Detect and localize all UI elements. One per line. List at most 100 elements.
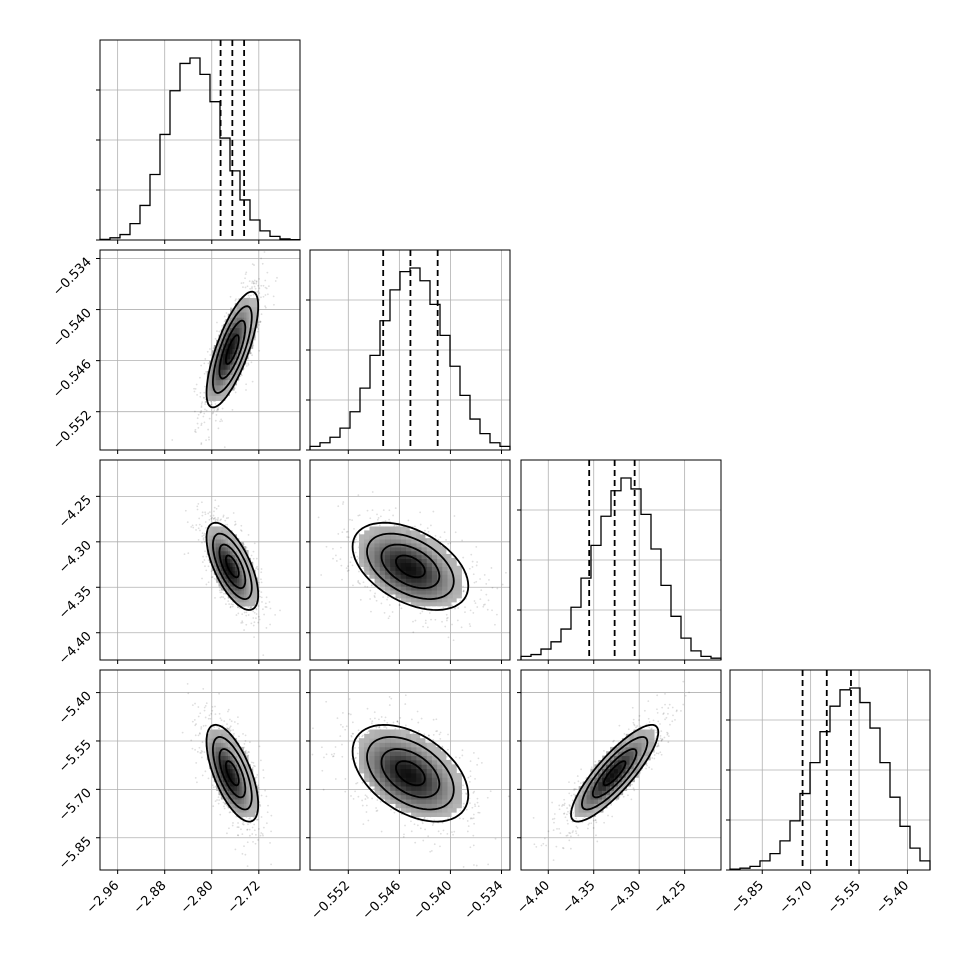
sample-point [357,494,360,497]
sample-point [196,422,199,425]
sample-point [402,835,405,838]
density-cell [220,386,230,396]
density-cell [246,329,256,339]
sample-point [216,330,218,333]
sample-point [265,596,268,599]
y-tick-label: −4.25 [56,493,95,532]
sample-point [229,729,232,732]
sample-point [272,295,275,298]
sample-point [365,804,368,807]
sample-point [390,808,392,811]
sample-point [473,790,476,793]
sample-point [261,601,263,603]
sample-point [213,726,216,729]
sample-point [260,591,263,594]
density-cell [239,550,249,560]
sample-point [249,607,252,610]
sample-point [201,750,204,753]
sample-point [204,408,206,411]
sample-point [214,499,217,502]
sample-point [470,553,473,556]
sample-point [259,320,262,323]
sample-point [227,708,230,711]
sample-point [208,714,211,717]
sample-point [461,539,464,542]
sample-point [349,518,351,521]
sample-point [223,807,226,810]
sample-point [206,350,209,353]
sample-point [370,584,373,587]
sample-point [252,840,254,843]
sample-point [223,720,226,722]
sample-point [417,721,420,724]
sample-point [370,610,372,613]
x-tick-label: −2.96 [84,878,123,917]
sample-point [225,517,228,520]
sample-point [229,605,232,608]
sample-point [446,617,448,620]
sample-point [347,565,349,568]
sample-point [488,579,490,581]
contour-2sigma [205,723,260,823]
density-cell [248,577,258,587]
sample-point [218,692,220,695]
sample-point [376,518,379,521]
sample-point [198,523,201,526]
contour-0.5sigma [395,554,426,579]
sample-point [274,613,277,616]
sample-point [203,751,206,753]
sample-point [201,535,204,538]
sample-point [237,298,240,301]
sample-point [242,821,245,823]
sample-point [231,408,234,411]
sample-point [234,848,237,851]
sample-point [471,806,474,809]
sample-point [199,411,202,414]
sample-point [376,513,378,516]
sample-point [373,717,376,720]
sample-point [361,735,364,738]
sample-point [424,619,427,622]
sample-point [186,682,189,685]
sample-point [462,590,465,593]
sample-point [211,516,214,519]
sample-point [184,509,187,512]
sample-point [337,505,340,508]
sample-point [252,293,255,296]
sample-point [248,817,251,820]
sample-point [197,538,200,541]
sample-point [198,746,201,749]
sample-point [260,832,263,834]
sample-point [260,257,263,260]
sample-point [351,564,354,567]
sample-point [255,776,258,779]
sample-point [204,385,206,388]
sample-point [426,527,429,530]
sample-point [466,830,469,833]
sample-point [471,566,474,568]
sample-point [218,330,221,333]
sample-point [266,811,269,814]
sample-point [235,298,237,301]
sample-point [203,706,206,709]
sample-point [256,568,259,571]
sample-point [344,728,347,731]
sample-point [224,803,226,806]
sample-point [339,735,342,737]
y-tick-label: −0.552 [50,408,95,453]
sample-point [209,515,212,517]
sample-point [219,519,222,522]
sample-point [451,623,453,626]
sample-point [199,395,202,398]
sample-point [254,833,257,836]
sample-point [263,251,266,253]
sample-point [472,573,475,576]
sample-point [186,521,189,524]
sample-point [257,787,260,789]
sample-point [204,403,207,405]
sample-point [257,615,260,618]
sample-point [357,579,360,582]
sample-point [362,567,365,569]
sample-point [468,780,471,783]
sample-point [205,702,208,705]
